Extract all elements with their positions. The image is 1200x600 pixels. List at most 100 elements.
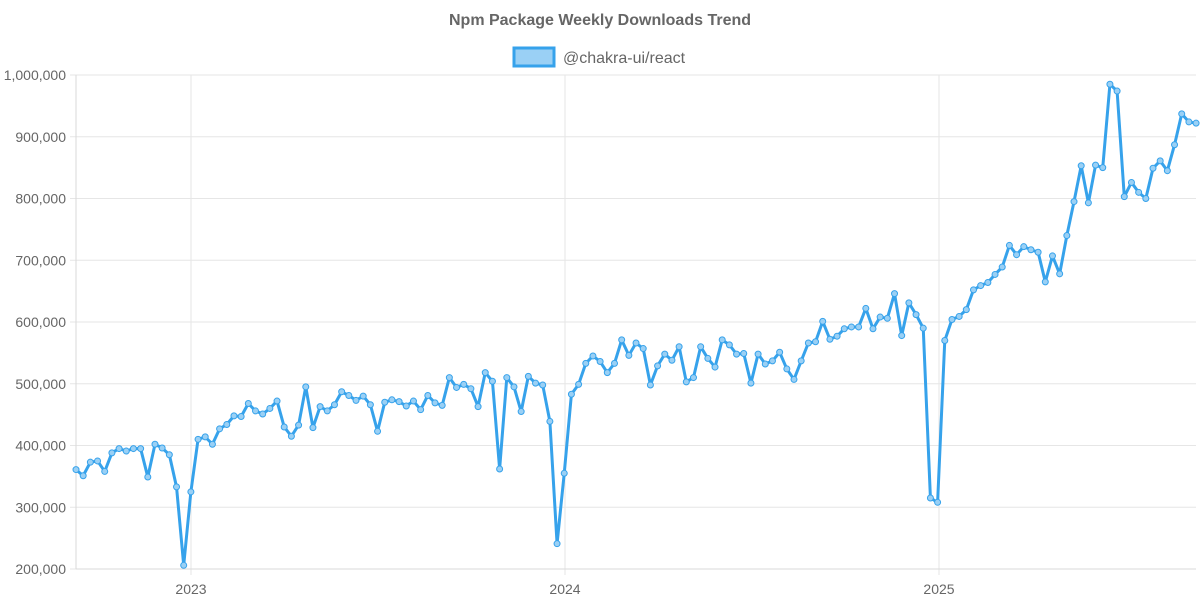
data-point[interactable] [101,467,109,475]
data-point[interactable] [948,316,956,324]
data-point[interactable] [230,412,238,420]
data-point[interactable] [740,349,748,357]
data-point[interactable] [912,311,920,319]
data-point[interactable] [776,348,784,356]
data-point[interactable] [402,402,410,410]
data-point[interactable] [438,401,446,409]
data-point[interactable] [1106,80,1114,88]
data-point[interactable] [366,401,374,409]
data-point[interactable] [244,400,252,408]
data-point[interactable] [725,341,733,349]
data-point[interactable] [833,332,841,340]
data-point[interactable] [259,410,267,418]
data-point[interactable] [173,483,181,491]
data-point[interactable] [424,391,432,399]
data-point[interactable] [287,432,295,440]
data-point[interactable] [1077,162,1085,170]
data-point[interactable] [747,379,755,387]
data-point[interactable] [539,381,547,389]
data-point[interactable] [826,335,834,343]
data-point[interactable] [654,362,662,370]
data-point[interactable] [977,282,985,290]
data-point[interactable] [905,299,913,307]
data-point[interactable] [1070,198,1078,206]
data-point[interactable] [409,397,417,405]
data-point[interactable] [668,356,676,364]
data-point[interactable] [1185,118,1193,126]
data-point[interactable] [302,383,310,391]
data-point[interactable] [926,494,934,502]
data-point[interactable] [345,391,353,399]
data-point[interactable] [1020,243,1028,251]
data-point[interactable] [524,372,532,380]
data-point[interactable] [481,369,489,377]
data-point[interactable] [517,408,525,416]
data-point[interactable] [646,381,654,389]
data-point[interactable] [108,449,116,457]
data-point[interactable] [1034,248,1042,256]
data-point[interactable] [618,336,626,344]
data-point[interactable] [72,466,80,474]
data-point[interactable] [431,399,439,407]
data-point[interactable] [589,352,597,360]
data-point[interactable] [417,406,425,414]
data-point[interactable] [330,401,338,409]
data-point[interactable] [1149,164,1157,172]
data-point[interactable] [395,398,403,406]
data-point[interactable] [496,465,504,473]
data-point[interactable] [869,325,877,333]
data-point[interactable] [86,458,94,466]
data-point[interactable] [919,324,927,332]
data-point[interactable] [625,351,633,359]
data-point[interactable] [1092,161,1100,169]
data-point[interactable] [158,444,166,452]
legend[interactable]: @chakra-ui/react [512,46,686,68]
data-point[interactable] [316,403,324,411]
data-point[interactable] [474,403,482,411]
data-point[interactable] [1027,246,1035,254]
data-point[interactable] [697,343,705,351]
data-point[interactable] [955,312,963,320]
data-point[interactable] [467,385,475,393]
data-point[interactable] [295,421,303,429]
data-point[interactable] [790,375,798,383]
data-point[interactable] [323,407,331,415]
data-point[interactable] [639,345,647,353]
data-point[interactable] [1120,193,1128,201]
data-point[interactable] [273,397,281,405]
data-point[interactable] [359,392,367,400]
data-point[interactable] [1192,119,1200,127]
data-point[interactable] [1178,110,1186,118]
data-point[interactable] [984,278,992,286]
data-point[interactable] [352,396,360,404]
data-point[interactable] [661,350,669,358]
data-point[interactable] [991,270,999,278]
data-point[interactable] [970,286,977,294]
data-point[interactable] [603,369,611,377]
data-point[interactable] [1013,251,1021,259]
data-point[interactable] [804,339,812,347]
data-point[interactable] [445,374,453,382]
data-point[interactable] [1005,241,1013,249]
data-point[interactable] [79,472,87,480]
data-point[interactable] [1142,195,1150,202]
data-point[interactable] [733,350,741,358]
data-point[interactable] [718,336,726,344]
data-point[interactable] [180,561,188,569]
data-point[interactable] [812,338,820,346]
data-point[interactable] [151,440,159,448]
data-point[interactable] [94,457,102,465]
data-point[interactable] [898,332,906,340]
data-point[interactable] [338,388,346,396]
data-point[interactable] [374,427,382,435]
data-point[interactable] [1056,270,1064,278]
data-point[interactable] [388,396,396,404]
data-point[interactable] [553,540,561,548]
data-point[interactable] [819,317,827,325]
data-point[interactable] [453,383,461,391]
data-point[interactable] [266,404,274,412]
data-point[interactable] [1163,167,1171,175]
data-point[interactable] [761,360,769,368]
data-point[interactable] [862,304,870,312]
data-point[interactable] [934,498,942,506]
